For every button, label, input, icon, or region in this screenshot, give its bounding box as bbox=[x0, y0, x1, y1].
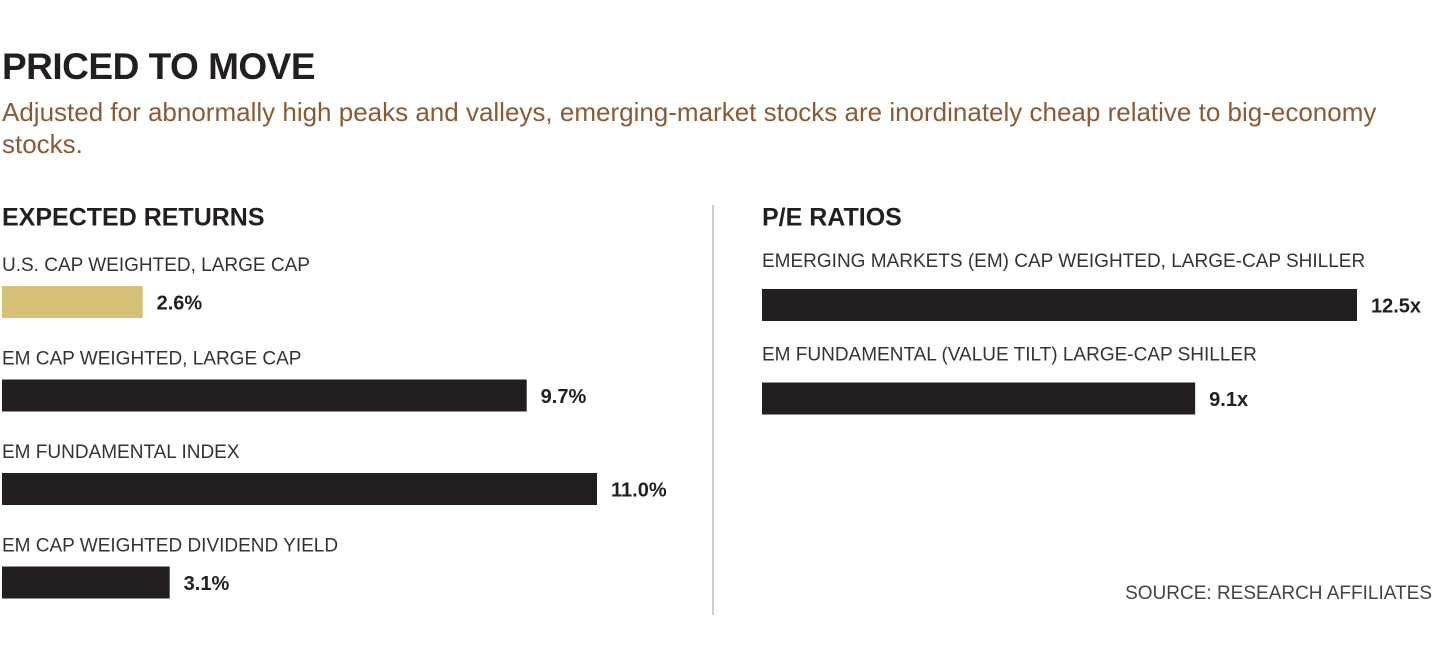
bar bbox=[2, 379, 527, 412]
category-label: U.S. CAP WEIGHTED, LARGE CAP bbox=[2, 255, 310, 276]
category-label: EM CAP WEIGHTED DIVIDEND YIELD bbox=[2, 536, 338, 557]
category-label: EMERGING MARKETS (EM) CAP WEIGHTED, LARG… bbox=[762, 251, 1365, 272]
value-label: 9.1x bbox=[1209, 389, 1248, 411]
bar bbox=[2, 566, 170, 599]
chart-heading: P/E RATIOS bbox=[762, 204, 902, 232]
value-label: 3.1% bbox=[184, 573, 230, 595]
value-label: 2.6% bbox=[157, 292, 203, 314]
bar bbox=[2, 286, 143, 318]
category-label: EM CAP WEIGHTED, LARGE CAP bbox=[2, 349, 301, 370]
source: SOURCE: RESEARCH AFFILIATES bbox=[1125, 583, 1432, 604]
category-label: EM FUNDAMENTAL (VALUE TILT) LARGE-CAP SH… bbox=[762, 345, 1257, 366]
value-label: 12.5x bbox=[1371, 295, 1421, 317]
value-label: 11.0% bbox=[611, 479, 667, 501]
category-label: EM FUNDAMENTAL INDEX bbox=[2, 442, 240, 463]
subtitle: Adjusted for abnormally high peaks and v… bbox=[2, 97, 1377, 159]
bar bbox=[2, 473, 597, 505]
bar bbox=[762, 289, 1357, 321]
chart-heading: EXPECTED RETURNS bbox=[2, 204, 265, 232]
value-label: 9.7% bbox=[541, 386, 587, 408]
bar bbox=[762, 382, 1196, 415]
title: PRICED TO MOVE bbox=[2, 46, 316, 87]
